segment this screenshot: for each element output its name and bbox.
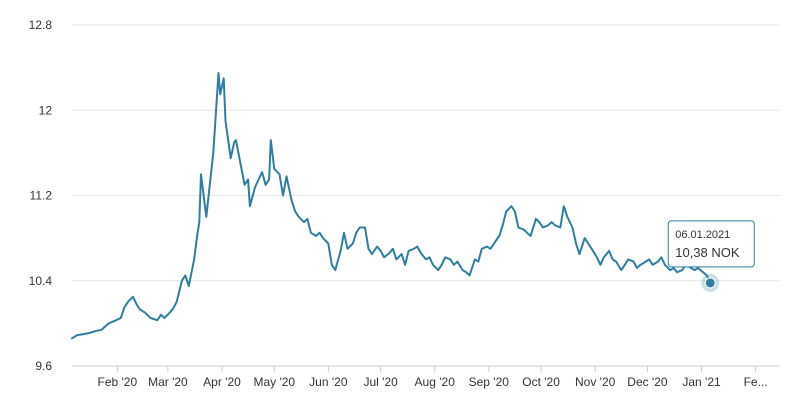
y-tick-label: 10.4 (29, 274, 53, 288)
x-tick-label: Jul '20 (364, 375, 399, 389)
y-axis: 9.6 10.4 11.2 12 12.8 (29, 18, 53, 373)
x-tick-label: Mar '20 (148, 375, 188, 389)
x-tick-label: Jun '20 (309, 375, 348, 389)
grid (72, 24, 780, 367)
x-tick-label: Aug '20 (415, 375, 456, 389)
highlight-point[interactable] (704, 277, 716, 289)
y-tick-label: 12 (39, 103, 53, 117)
tooltip: 06.01.2021 10,38 NOK (667, 220, 755, 292)
tooltip-date: 06.01.2021 (675, 229, 730, 241)
x-tick-label: Apr '20 (203, 375, 241, 389)
series-line (71, 72, 712, 340)
x-tick-label: Jan '21 (682, 375, 721, 389)
y-tick-label: 12.8 (29, 18, 53, 32)
y-tick-label: 11.2 (30, 189, 53, 203)
series-layer (71, 72, 712, 340)
tooltip-box (667, 220, 755, 268)
x-tick-label: Fe... (744, 375, 768, 389)
x-tick-label: Feb '20 (98, 375, 138, 389)
x-tick-label: May '20 (253, 375, 295, 389)
tooltip-value: 10,38 NOK (675, 245, 740, 260)
x-tick-label: Sep '20 (469, 375, 510, 389)
y-tick-label: 9.6 (35, 359, 52, 373)
x-tick-label: Nov '20 (575, 375, 616, 389)
x-axis: Feb '20 Mar '20 Apr '20 May '20 Jun '20 Jul '… (98, 366, 768, 389)
x-tick-label: Oct '20 (522, 375, 560, 389)
x-tick-label: Dec '20 (627, 375, 668, 389)
